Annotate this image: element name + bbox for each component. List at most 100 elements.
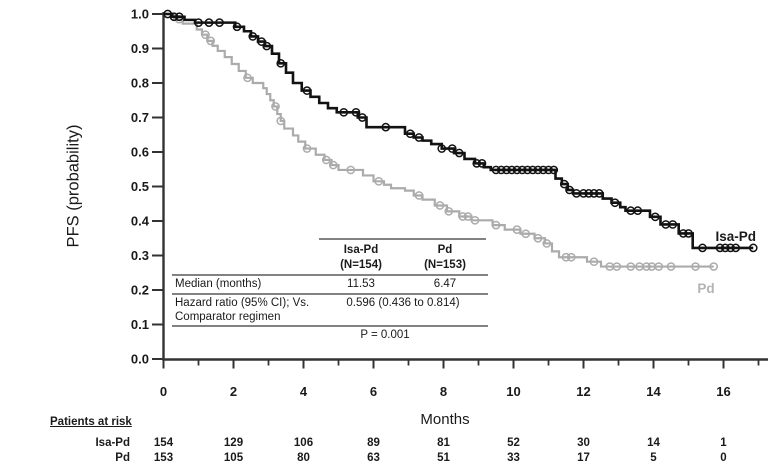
y-tick-label: 1.0 — [131, 7, 149, 22]
censor-mark-isa-pd — [381, 122, 391, 132]
risk-count: 129 — [223, 437, 244, 449]
censor-mark-pd — [512, 225, 522, 234]
curve-label-isa-pd: Isa-Pd — [715, 229, 756, 244]
risk-count: 0 — [720, 452, 727, 464]
censor-mark-pd — [533, 233, 543, 243]
risk-count: 63 — [367, 452, 380, 464]
censor-mark-isa-pd — [472, 159, 482, 168]
stats-col2-n: (N=153) — [424, 259, 466, 271]
median-value-isapd: 11.53 — [347, 278, 375, 290]
censor-mark-isa-pd — [507, 165, 517, 175]
censor-mark-pd — [206, 36, 216, 46]
x-tick-label: 12 — [576, 384, 590, 399]
censor-mark-isa-pd — [194, 18, 203, 27]
censor-mark-isa-pd — [650, 212, 660, 222]
y-tick-label: 0.4 — [131, 214, 150, 229]
y-tick-label: 0.8 — [131, 76, 149, 91]
x-tick-label: 10 — [506, 384, 520, 399]
risk-count: 106 — [293, 437, 314, 449]
censor-mark-pd — [566, 252, 576, 262]
censor-mark-isa-pd — [414, 133, 424, 142]
risk-row-label: Isa-Pd — [95, 437, 130, 449]
y-tick-label: 0.2 — [131, 283, 149, 298]
censor-mark-pd — [491, 220, 501, 230]
censor-mark-isa-pd — [610, 198, 620, 208]
stats-table: Isa-Pd Pd (N=154) (N=153) Median (months… — [172, 238, 488, 342]
stats-col1-n: (N=154) — [340, 259, 382, 271]
censor-mark-pd — [463, 212, 473, 221]
stats-table-rule — [172, 293, 488, 295]
censor-mark-pd — [612, 262, 622, 271]
stats-table-rule — [172, 274, 488, 276]
patients-at-risk-title: Patients at risk — [50, 416, 132, 428]
censor-mark-isa-pd — [496, 165, 506, 175]
censor-mark-pd — [302, 144, 312, 153]
risk-count: 154 — [153, 437, 174, 449]
censor-mark-isa-pd — [248, 32, 258, 41]
median-row-label: Median (months) — [175, 278, 262, 290]
censor-mark-isa-pd — [528, 165, 538, 175]
risk-count: 80 — [297, 452, 310, 464]
censor-mark-pd — [276, 116, 286, 126]
stats-table-top-rule — [319, 238, 486, 240]
censor-mark-pd — [271, 102, 280, 111]
censor-mark-isa-pd — [491, 165, 501, 175]
censor-mark-pd — [709, 262, 719, 271]
censor-mark-isa-pd — [594, 189, 604, 198]
censor-mark-isa-pd — [339, 107, 349, 117]
censor-mark-pd — [542, 239, 552, 248]
censor-mark-isa-pd — [174, 12, 184, 22]
censor-mark-isa-pd — [517, 165, 527, 175]
censor-mark-isa-pd — [405, 129, 415, 139]
censor-mark-pd — [642, 262, 651, 271]
censor-mark-isa-pd — [357, 113, 367, 122]
censor-mark-isa-pd — [232, 22, 242, 32]
censor-mark-isa-pd — [715, 243, 725, 253]
censor-mark-isa-pd — [454, 148, 464, 158]
y-tick-label: 0.1 — [131, 317, 149, 332]
risk-count: 17 — [577, 452, 590, 464]
censor-mark-isa-pd — [726, 243, 735, 253]
hr-row-label-line2: Comparator regimen — [175, 311, 281, 323]
censor-mark-pd — [201, 30, 210, 40]
x-tick-label: 8 — [440, 384, 447, 399]
censor-mark-isa-pd — [302, 86, 312, 95]
censor-mark-pd — [321, 155, 331, 165]
censor-mark-isa-pd — [502, 165, 511, 175]
x-tick-label: 4 — [300, 384, 308, 399]
y-tick-label: 0.9 — [131, 41, 149, 56]
x-tick-label: 0 — [160, 384, 167, 399]
censor-mark-pd — [654, 262, 664, 271]
censor-mark-pd — [626, 262, 636, 271]
censor-mark-pd — [458, 212, 468, 221]
censor-mark-isa-pd — [257, 37, 266, 46]
censor-mark-pd — [243, 73, 252, 83]
censor-mark-isa-pd — [538, 165, 548, 175]
censor-mark-isa-pd — [720, 243, 730, 253]
censor-mark-pd — [414, 191, 424, 200]
censor-mark-pd — [561, 252, 571, 262]
censor-mark-pd — [444, 206, 454, 216]
risk-count: 51 — [437, 452, 450, 464]
censor-mark-isa-pd — [351, 107, 361, 117]
censor-mark-pd — [435, 201, 445, 210]
risk-count: 89 — [367, 437, 380, 449]
censor-mark-isa-pd — [544, 165, 553, 175]
censor-mark-isa-pd — [215, 18, 224, 27]
censor-mark-pd — [374, 176, 384, 186]
censor-mark-isa-pd — [262, 41, 272, 51]
risk-count: 14 — [647, 437, 660, 449]
risk-row-label: Pd — [115, 452, 130, 464]
censor-mark-isa-pd — [477, 159, 487, 168]
x-tick-label: 16 — [716, 384, 730, 399]
risk-count: 5 — [650, 452, 657, 464]
censor-mark-pd — [470, 215, 480, 225]
censor-mark-isa-pd — [169, 12, 179, 22]
censor-mark-isa-pd — [678, 229, 688, 238]
risk-count: 1 — [720, 437, 727, 449]
censor-mark-isa-pd — [559, 179, 569, 189]
censor-mark-isa-pd — [579, 189, 588, 198]
censor-mark-pd — [666, 262, 676, 271]
y-tick-label: 0.0 — [131, 352, 149, 367]
censor-mark-isa-pd — [584, 189, 594, 198]
